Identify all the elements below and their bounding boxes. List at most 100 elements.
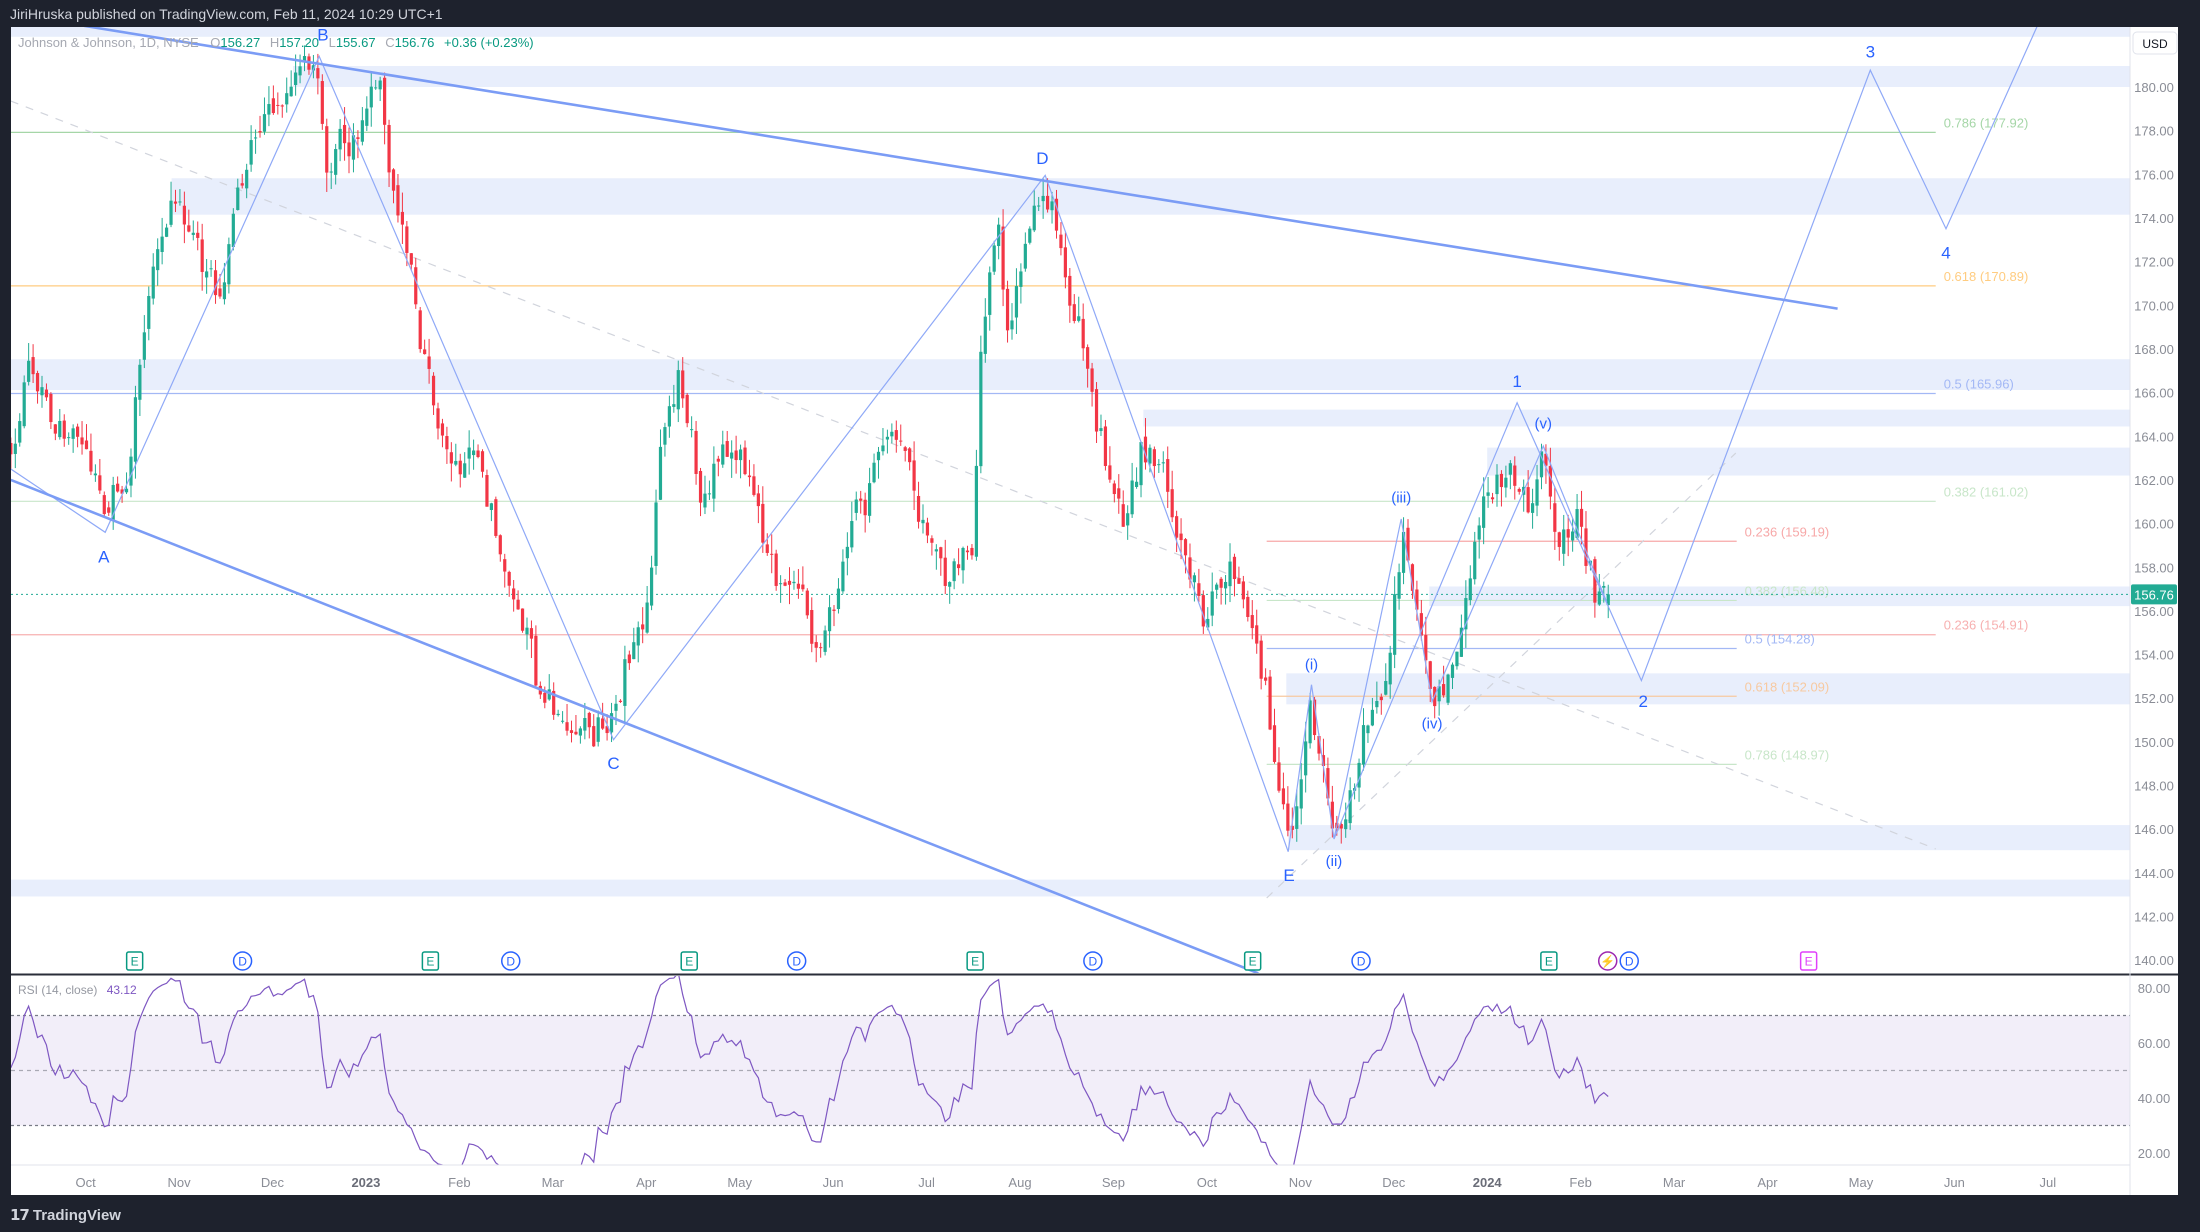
candle-up	[547, 689, 551, 700]
candle-down	[240, 183, 244, 186]
rsi-axis: 80.00 60.00 40.00 20.00	[2138, 981, 2171, 1161]
subwave-path[interactable]	[1287, 444, 1608, 852]
rsi-tick-label: 40.00	[2138, 1091, 2171, 1106]
candle-down	[84, 440, 89, 450]
candle-down	[899, 440, 903, 442]
wave-label: (iii)	[1391, 490, 1411, 507]
candle-up	[1468, 578, 1472, 601]
candle-up	[961, 547, 965, 571]
candle-down	[445, 436, 449, 450]
price-axis[interactable]: 140.00 142.00 144.00 146.00 148.00 150.00 152.…	[2134, 80, 2174, 968]
candle-up	[1486, 492, 1490, 496]
current-price-tag: 156.76	[2131, 584, 2177, 605]
price-tick-label: 172.00	[2134, 255, 2174, 270]
dividend-event-marker[interactable]: D	[232, 951, 253, 971]
candle-up	[1348, 790, 1352, 824]
candle-up	[721, 444, 725, 465]
upper-channel-line[interactable]	[83, 26, 1838, 310]
dividend-event-marker[interactable]: D	[1083, 951, 1103, 971]
time-tick-label: Feb	[1569, 1175, 1591, 1190]
candle-up	[1139, 442, 1143, 486]
wave-label: C	[607, 754, 619, 773]
candle-down	[1152, 449, 1156, 467]
candle-down	[1548, 466, 1552, 497]
time-axis[interactable]: Oct Nov Dec 2023 Feb Mar Apr May Jun Jul Aug Sep Oct…	[75, 1175, 2056, 1190]
lightning-icon	[1597, 951, 1618, 971]
price-zone	[171, 178, 2130, 215]
fibonacci-levels[interactable]: 0.786 (177.92) 0.618 (170.89) 0.5 (165.96)…	[11, 115, 2028, 765]
candle-up	[138, 364, 142, 400]
candle-down	[427, 356, 431, 369]
candle-down	[196, 232, 200, 238]
candle-up	[169, 200, 173, 225]
candle-down	[569, 730, 574, 733]
candle-up	[738, 449, 743, 461]
price-tick-label: 150.00	[2134, 735, 2174, 750]
time-tick-label: May	[1849, 1175, 1874, 1190]
candle-down	[863, 499, 867, 516]
candle-down	[1175, 516, 1179, 538]
wave-label: E	[1283, 866, 1294, 885]
trendlines[interactable]	[11, 26, 1838, 973]
currency-button[interactable]: USD	[2132, 31, 2178, 55]
dividend-event-marker[interactable]: D	[1619, 951, 1639, 971]
candle-down	[894, 430, 898, 440]
dividend-event-marker[interactable]: D	[501, 951, 521, 971]
wave-paths[interactable]	[11, 17, 2042, 852]
candle-up	[992, 245, 996, 272]
candle-up	[129, 456, 133, 486]
candle-up	[329, 171, 333, 173]
candle-up	[1606, 594, 1610, 606]
abcde-wave-path[interactable]	[11, 54, 1289, 852]
earnings-event-marker[interactable]: E	[1540, 951, 1558, 971]
candle-up	[952, 561, 956, 582]
earnings-event-marker[interactable]: E	[1243, 951, 1262, 971]
candle-up	[872, 462, 876, 483]
candle-up	[160, 236, 164, 253]
earnings-event-marker[interactable]: E	[966, 951, 984, 971]
price-tick-label: 144.00	[2134, 866, 2174, 881]
lower-channel-line[interactable]	[11, 478, 1259, 973]
wave-label: 2	[1639, 692, 1648, 711]
candle-up	[147, 295, 151, 329]
candle-up	[1477, 525, 1481, 540]
earnings-event-marker[interactable]: E	[421, 951, 440, 971]
future-earnings-event-marker[interactable]: E	[1799, 951, 1818, 971]
candle-down	[756, 493, 760, 507]
earnings-event-marker[interactable]: E	[680, 951, 698, 971]
candle-down	[31, 357, 35, 375]
dividend-event-marker[interactable]: D	[1351, 951, 1371, 971]
candle-up	[489, 503, 493, 510]
candle-up	[1437, 686, 1441, 702]
candle-down	[587, 712, 591, 728]
candle-down	[801, 584, 805, 590]
earnings-event-marker[interactable]: E	[125, 951, 144, 971]
candle-up	[1304, 741, 1308, 776]
tradingview-logo[interactable]: 𝟭𝟳 TradingView	[10, 1206, 121, 1225]
candle-up	[1299, 779, 1303, 809]
candle-down	[543, 692, 547, 703]
candle-down	[1579, 508, 1584, 527]
candle-down	[187, 225, 191, 232]
earnings-icon	[1540, 951, 1558, 971]
candle-down	[480, 451, 485, 472]
candle-down	[1197, 583, 1201, 596]
event-markers[interactable]: E D E D E D E D E D E ⚡ D E	[125, 951, 1818, 971]
candle-down	[1330, 801, 1334, 829]
candle-down	[391, 169, 396, 191]
projection-wave-path[interactable]	[1333, 17, 2041, 840]
candle-up	[868, 483, 872, 516]
candle-down	[89, 450, 93, 472]
candle-up	[1388, 652, 1392, 685]
dividend-event-marker[interactable]: D	[786, 951, 807, 971]
candle-down	[1277, 762, 1281, 791]
candle-down	[1406, 527, 1410, 561]
candle-up	[365, 108, 369, 126]
candle-down	[1094, 389, 1099, 432]
wave-labels: A B C D E 1 2 3 4 (i) (ii) (iii) (iv) (v)	[98, 26, 1951, 885]
candle-up	[209, 268, 213, 270]
candle-down	[930, 538, 934, 543]
split-event-marker[interactable]: ⚡	[1597, 951, 1618, 971]
candle-up	[1464, 598, 1468, 630]
